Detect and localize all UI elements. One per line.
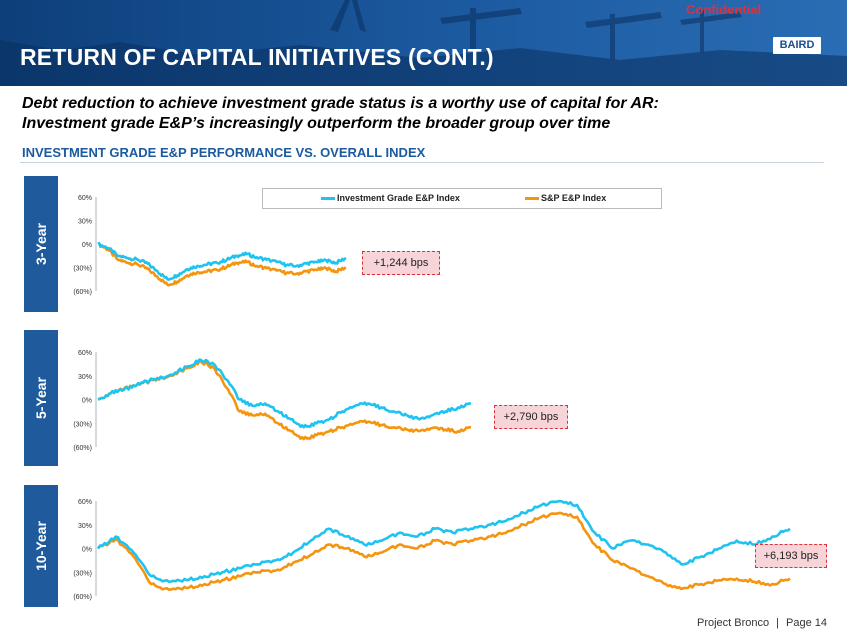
series-line-sp-10yr [96, 511, 791, 592]
callout-5-year: +2,790 bps [494, 405, 568, 429]
y-tick-label-5yr: 30% [78, 374, 92, 381]
y-tick-label-10yr: 0% [82, 547, 92, 554]
oil-derrick-background [0, 0, 847, 86]
legend-swatch-ig [321, 197, 335, 201]
footer: Project Bronco | Page 14 [697, 617, 827, 629]
legend-label-ig: Investment Grade E&P Index [337, 193, 460, 203]
baird-logo: BAIRD [773, 37, 821, 54]
callout-3-year: +1,244 bps [362, 251, 440, 275]
series-line-ig-10yr [96, 499, 791, 584]
section-divider [20, 162, 824, 163]
y-tick-label-10yr: 60% [78, 499, 92, 506]
footer-page-number: Page 14 [786, 617, 827, 629]
footer-project: Project Bronco [697, 617, 770, 629]
legend-item-sp: S&P E&P Index [525, 193, 606, 203]
page-title: RETURN OF CAPITAL INITIATIVES (CONT.) [20, 44, 494, 70]
y-tick-label-3yr: 60% [78, 195, 92, 202]
series-line-ig-3yr [97, 241, 347, 281]
y-tick-label-5yr: (60%) [73, 445, 92, 452]
header-banner: Confidential RETURN OF CAPITAL INITIATIV… [0, 0, 847, 86]
legend-swatch-sp [525, 197, 539, 201]
confidential-label: Confidential [686, 2, 762, 17]
subtitle: Debt reduction to achieve investment gra… [22, 94, 659, 134]
subtitle-line-2: Investment grade E&P’s increasingly outp… [22, 115, 611, 132]
series-line-sp-5yr [97, 359, 472, 441]
y-tick-label-10yr: 30% [78, 523, 92, 530]
legend-item-ig: Investment Grade E&P Index [321, 193, 460, 203]
y-tick-label-10yr: (60%) [73, 594, 92, 601]
tab-10-year: 10-Year [24, 485, 58, 607]
subtitle-line-1: Debt reduction to achieve investment gra… [22, 95, 659, 112]
y-tick-label-5yr: (30%) [73, 421, 92, 428]
tab-5-year: 5-Year [24, 330, 58, 466]
y-tick-label-3yr: (60%) [73, 289, 92, 296]
chart-legend: Investment Grade E&P Index S&P E&P Index [262, 188, 662, 209]
footer-separator: | [776, 617, 780, 629]
y-tick-label-3yr: (30%) [73, 266, 92, 273]
y-tick-label-10yr: (30%) [73, 570, 92, 577]
callout-10-year: +6,193 bps [755, 544, 827, 568]
legend-label-sp: S&P E&P Index [541, 193, 607, 203]
series-line-ig-5yr [97, 358, 471, 429]
tab-3-year: 3-Year [24, 176, 58, 312]
y-tick-label-3yr: 30% [78, 219, 92, 226]
y-tick-label-5yr: 60% [78, 350, 92, 357]
series-line-sp-3yr [97, 242, 347, 287]
section-title: INVESTMENT GRADE E&P PERFORMANCE VS. OVE… [22, 145, 426, 160]
y-tick-label-3yr: 0% [82, 242, 92, 249]
y-tick-label-5yr: 0% [82, 398, 92, 405]
